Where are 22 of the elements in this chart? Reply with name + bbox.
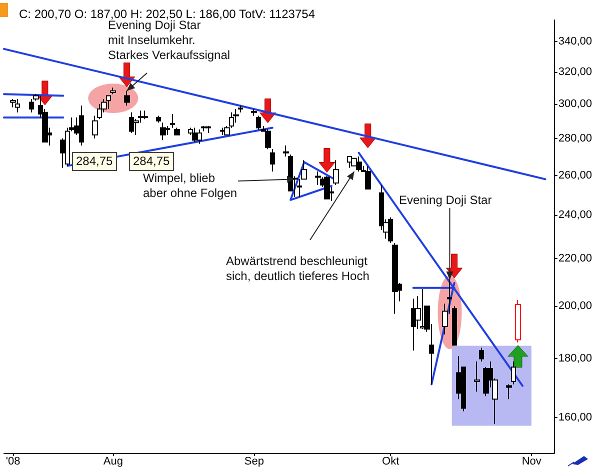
y-tick-label: 200,00 — [558, 300, 592, 312]
y-tick-label: 340,00 — [558, 36, 592, 48]
y-tick-label: 280,00 — [558, 132, 592, 144]
annotation: Evening Doji Star mit Inselumkehr. Starkes Verkaufssignal — [108, 18, 230, 63]
y-tick-label: 300,00 — [558, 98, 592, 110]
annotation: Abwärtstrend beschleunigt sich, deutlich tieferes Hoch — [226, 254, 370, 284]
x-tick-label: Okt — [382, 456, 400, 467]
y-tick-label: 260,00 — [558, 169, 592, 182]
x-tick-label: Nov — [522, 456, 542, 467]
annotation: Evening Doji Star — [399, 193, 492, 208]
x-tick-label: '08 — [6, 456, 20, 467]
y-tick-label: 180,00 — [558, 352, 592, 365]
annotation: 284,75 — [129, 152, 174, 171]
y-tick-label: 240,00 — [558, 209, 592, 222]
annotation: Wimpel, blieb aber ohne Folgen — [143, 171, 238, 201]
y-tick-label: 320,00 — [558, 66, 592, 78]
chart-title: C: 200,70 O: 187,00 H: 202,50 L: 186,00 TotV: 1123754 — [19, 7, 316, 21]
annotation: 284,75 — [72, 152, 117, 171]
x-tick-label: Sep — [244, 456, 264, 467]
y-tick-label: 160,00 — [558, 411, 592, 424]
y-tick-label: 220,00 — [558, 252, 592, 265]
x-tick-label: Aug — [103, 456, 123, 467]
